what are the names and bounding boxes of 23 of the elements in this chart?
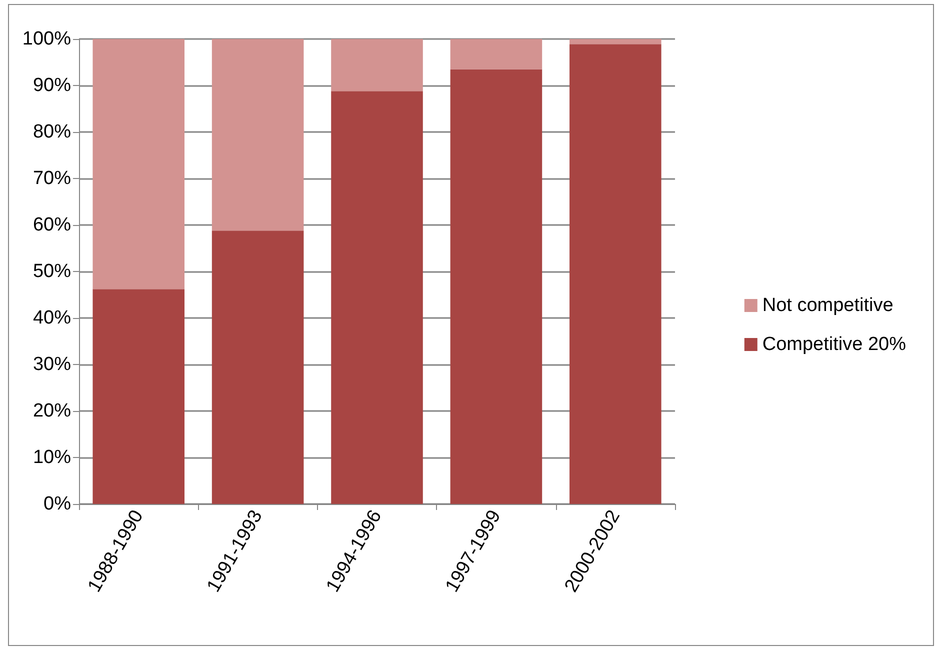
bar — [570, 44, 662, 504]
bar — [331, 91, 423, 504]
bar — [212, 39, 304, 231]
y-tick-label: 10% — [32, 447, 72, 468]
legend-label: Competitive 20% — [762, 334, 906, 355]
y-tick-label: 100% — [22, 28, 72, 50]
y-tick-label: 50% — [32, 261, 72, 282]
y-tick-label: 90% — [32, 75, 72, 96]
bar — [450, 39, 542, 70]
bar — [92, 39, 184, 290]
y-tick-label: 40% — [32, 308, 72, 328]
y-tick-label: 20% — [32, 400, 72, 422]
bar — [570, 39, 662, 44]
y-tick-label: 0% — [44, 494, 72, 514]
bar — [331, 39, 423, 92]
bar — [92, 289, 184, 504]
y-tick-label: 70% — [32, 168, 72, 189]
y-tick-label: 60% — [32, 214, 72, 236]
y-tick-label: 30% — [32, 354, 72, 375]
bar — [450, 69, 542, 504]
legend-label: Not competitive — [762, 295, 894, 316]
bar — [212, 230, 304, 504]
y-tick-label: 80% — [32, 122, 72, 142]
